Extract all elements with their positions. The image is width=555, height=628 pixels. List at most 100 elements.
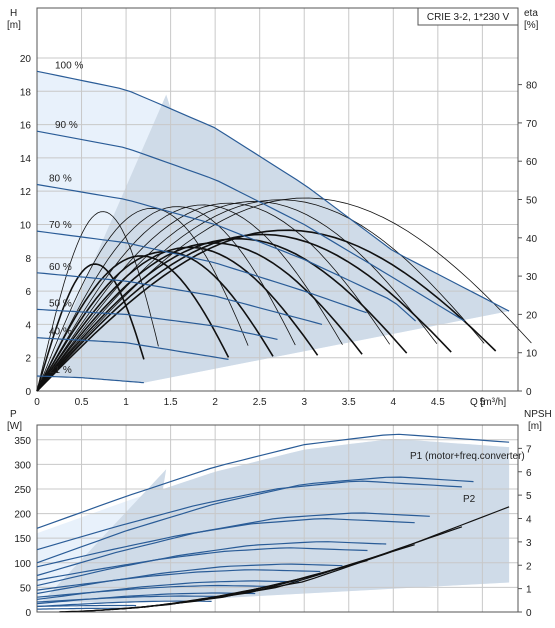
- p2-curve: [36, 541, 387, 587]
- efficiency-curve: [36, 206, 296, 392]
- y-tick-label-left: 16: [20, 121, 32, 132]
- p1-curve: [36, 433, 510, 529]
- head-curve: [36, 308, 278, 340]
- p1-curve: [36, 547, 368, 581]
- efficiency-curve: [36, 202, 391, 392]
- y-tick-label-right: 4: [526, 515, 532, 526]
- y-tick-label-left: 0: [25, 387, 31, 398]
- y-tick-label-left: 0: [25, 608, 31, 619]
- y-tick-label-left: 300: [14, 460, 31, 471]
- efficiency-curve-bold: [36, 229, 497, 392]
- p1-curve: [37, 604, 137, 607]
- y-axis-title-left: H: [10, 8, 17, 19]
- power-region-operating: [41, 439, 510, 603]
- y-tick-label-left: 50: [20, 583, 32, 594]
- x-tick-label: 3.5: [342, 397, 356, 408]
- region-operating: [37, 94, 510, 383]
- y-tick-label-right: 80: [526, 81, 538, 92]
- x-tick-label: 0: [34, 397, 40, 408]
- y-tick-label-right: 2: [526, 561, 532, 572]
- x-tick-label: 0.5: [75, 397, 89, 408]
- y-axis-unit-left: [W]: [7, 421, 22, 432]
- y-axis-title-right: eta: [524, 8, 538, 19]
- npsh-curve: [59, 606, 137, 613]
- x-tick-label: 4.5: [431, 397, 445, 408]
- title-box-text: CRIE 3-2, 1*230 V: [427, 12, 510, 23]
- y-tick-label-right: 20: [526, 310, 538, 321]
- x-tick-label: 4: [391, 397, 397, 408]
- power-plot: 0 50 100 150 200 250 300 350 0 1 2 3 4 5 6 7 P[W] NPSH[m]…: [7, 409, 552, 619]
- x-tick-label: 1: [123, 397, 129, 408]
- efficiency-curve-bold: [36, 255, 230, 392]
- x-tick-label: 2: [212, 397, 218, 408]
- p1-curve: [36, 569, 321, 591]
- x-tick-label: 1.5: [164, 397, 178, 408]
- head-curve: [36, 337, 229, 360]
- y-tick-label-right: 50: [526, 196, 538, 207]
- speed-label: 60 %: [49, 262, 72, 273]
- efficiency-curve-bold: [36, 263, 145, 392]
- y-tick-label-right: 3: [526, 538, 532, 549]
- efficiency-curve: [36, 199, 485, 392]
- y-tick-label-left: 200: [14, 510, 31, 521]
- head-curve: [36, 272, 323, 325]
- p2-curve: [36, 563, 343, 595]
- y-tick-label-right: 1: [526, 585, 532, 596]
- y-tick-label-right: 0: [526, 387, 532, 398]
- y-tick-label-left: 350: [14, 436, 31, 447]
- y-tick-label-left: 2: [25, 354, 31, 365]
- efficiency-curve: [36, 211, 159, 392]
- x-tick-label: 5: [480, 397, 486, 408]
- performance-plot: 0 0.5 1 1.5 2 2.5 3 3.5 4 4.5 50246810121416182001…: [7, 7, 539, 408]
- title-box: CRIE 3-2, 1*230 V: [417, 7, 519, 26]
- x-axis-title: Q [m³/h]: [470, 397, 506, 408]
- x-tick-label: 3: [301, 397, 307, 408]
- speed-label: 50 %: [49, 298, 72, 309]
- efficiency-curve-bold: [36, 237, 408, 392]
- p1-curve: [36, 517, 415, 568]
- head-curve: [36, 230, 367, 314]
- y-tick-label-left: 20: [20, 54, 32, 65]
- y-tick-label-left: 10: [20, 220, 32, 231]
- y-tick-label-left: 100: [14, 559, 31, 570]
- efficiency-curve-bold: [36, 250, 274, 392]
- y-tick-label-right: 60: [526, 157, 538, 168]
- speed-label: 40 %: [49, 327, 72, 338]
- y-tick-label-left: 18: [20, 87, 32, 98]
- efficiency-curve: [36, 204, 343, 392]
- plot-frame: [36, 424, 519, 613]
- p1-curve: [36, 584, 274, 598]
- speed-label: 21 %: [49, 365, 72, 376]
- y-tick-label-left: 4: [25, 320, 31, 331]
- efficiency-curve: [36, 207, 249, 392]
- p2-curve: [37, 607, 129, 610]
- head-curve: [36, 183, 417, 322]
- y-axis-title-right: NPSH: [524, 409, 552, 420]
- y-tick-label-right: 0: [526, 608, 532, 619]
- y-tick-label-left: 150: [14, 534, 31, 545]
- p2-curve: [36, 600, 212, 608]
- y-tick-label-left: 12: [20, 187, 32, 198]
- y-tick-label-right: 70: [526, 119, 538, 130]
- y-tick-label-right: 30: [526, 272, 538, 283]
- speed-label: 80 %: [49, 174, 72, 185]
- p1-curve: [36, 480, 462, 551]
- head-curve: [36, 130, 465, 322]
- y-tick-label-left: 6: [25, 287, 31, 298]
- y-tick-label-left: 14: [20, 154, 32, 165]
- p2-curve: [36, 512, 430, 577]
- title-box-frame: [417, 7, 519, 26]
- speed-label: 70 %: [49, 220, 72, 231]
- p2-curve: [36, 476, 474, 564]
- x-tick-label: 2.5: [253, 397, 267, 408]
- head-curve: [36, 70, 510, 312]
- y-tick-label-right: 10: [526, 349, 538, 360]
- head-curve: [36, 375, 144, 384]
- plot-frame: [36, 7, 519, 392]
- y-tick-label-left: 8: [25, 254, 31, 265]
- y-tick-label-left: 250: [14, 485, 31, 496]
- y-tick-label-right: 6: [526, 468, 532, 479]
- y-axis-unit-right: [%]: [524, 20, 539, 31]
